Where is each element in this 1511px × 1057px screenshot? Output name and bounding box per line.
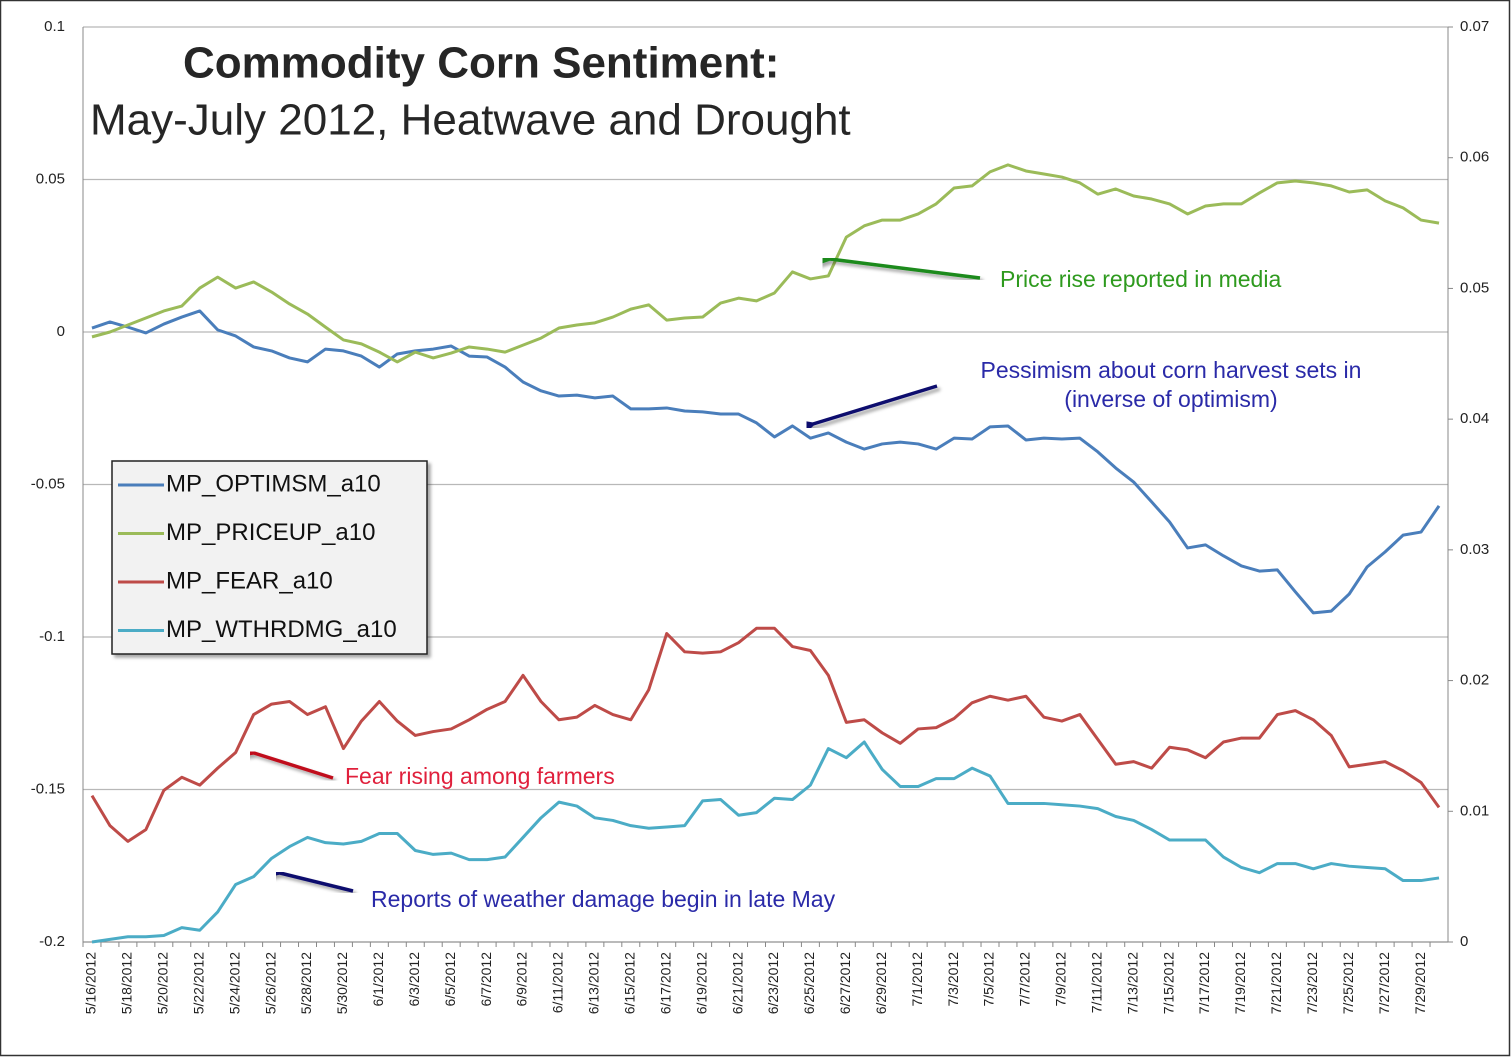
x-tick-label: 7/27/2012	[1376, 952, 1392, 1014]
x-tick-label: 7/3/2012	[945, 952, 961, 1007]
x-tick-label: 7/17/2012	[1196, 952, 1212, 1014]
x-tick-label: 7/23/2012	[1304, 952, 1320, 1014]
x-tick-label: 5/22/2012	[190, 952, 206, 1014]
legend-label: MP_WTHRDMG_a10	[166, 616, 397, 643]
x-tick-label: 7/15/2012	[1160, 952, 1176, 1014]
y2-tick-label: 0.03	[1460, 541, 1489, 558]
y2-tick-label: 0.07	[1460, 18, 1489, 35]
y-tick-label: 0.1	[44, 18, 65, 35]
x-tick-label: 7/13/2012	[1124, 952, 1140, 1014]
legend-box	[111, 460, 428, 655]
x-tick-label: 6/1/2012	[370, 952, 386, 1007]
chart-title: Commodity Corn Sentiment:	[183, 39, 779, 88]
annotation-arrow	[797, 384, 938, 437]
annotation-arrow	[815, 248, 981, 280]
legend-label: MP_OPTIMSM_a10	[166, 470, 381, 497]
x-tick-label: 6/29/2012	[873, 952, 889, 1014]
series-line	[91, 309, 1441, 615]
annotation-text: Price rise reported in media	[1000, 266, 1281, 292]
chart-subtitle: May-July 2012, Heatwave and Drought	[90, 96, 851, 145]
x-tick-label: 6/11/2012	[550, 952, 566, 1013]
y-tick-label: 0	[57, 323, 65, 340]
x-tick-label: 5/16/2012	[83, 952, 99, 1014]
x-tick-label: 7/7/2012	[1017, 952, 1033, 1007]
x-tick-label: 6/5/2012	[442, 952, 458, 1007]
x-tick-label: 7/9/2012	[1053, 952, 1069, 1007]
legend-label: MP_FEAR_a10	[166, 567, 333, 594]
x-tick-label: 6/19/2012	[693, 952, 709, 1014]
y2-tick-label: 0.05	[1460, 279, 1489, 296]
x-tick-label: 7/29/2012	[1412, 952, 1428, 1014]
series-line	[90, 626, 1441, 843]
annotation-text: Fear rising among farmers	[345, 763, 615, 789]
x-tick-label: 7/11/2012	[1088, 952, 1104, 1013]
x-tick-label: 5/28/2012	[298, 952, 314, 1014]
x-tick-label: 6/25/2012	[801, 952, 817, 1014]
x-tick-label: 5/26/2012	[262, 952, 278, 1014]
y2-tick-label: 0.02	[1460, 672, 1489, 689]
annotation-arrow	[238, 740, 334, 780]
x-tick-label: 6/27/2012	[837, 952, 853, 1014]
x-tick-label: 6/15/2012	[621, 952, 637, 1014]
y-tick-label: -0.1	[39, 628, 65, 645]
x-tick-label: 5/18/2012	[119, 952, 135, 1014]
x-tick-label: 6/23/2012	[765, 952, 781, 1014]
legend: MP_OPTIMSM_a10 MP_PRICEUP_a10 MP_FEAR_a10 M…	[111, 460, 428, 655]
series-line	[91, 163, 1440, 364]
y2-tick-label: 0.01	[1460, 802, 1489, 819]
annotation-text: (inverse of optimism)	[1064, 386, 1277, 412]
y2-tick-label: 0.06	[1460, 149, 1489, 166]
x-tick-label: 5/30/2012	[334, 952, 350, 1014]
x-tick-label: 6/21/2012	[729, 952, 745, 1014]
y2-tick-label: 0	[1460, 933, 1468, 950]
y-tick-label: 0.05	[36, 170, 65, 187]
y-tick-label: -0.15	[31, 780, 65, 797]
x-tick-label: 7/21/2012	[1268, 952, 1284, 1014]
x-tick-label: 7/5/2012	[981, 952, 997, 1007]
x-tick-label: 6/17/2012	[657, 952, 673, 1014]
plot	[90, 163, 1441, 944]
x-tick-label: 6/13/2012	[586, 952, 602, 1014]
x-tick-label: 7/25/2012	[1340, 952, 1356, 1014]
x-tick-label: 7/1/2012	[909, 952, 925, 1007]
y2-tick-label: 0.04	[1460, 410, 1489, 427]
legend-label: MP_PRICEUP_a10	[166, 519, 375, 546]
annotation-text: Reports of weather damage begin in late …	[371, 886, 836, 912]
annotation-text: Pessimism about corn harvest sets in	[981, 357, 1362, 383]
y-tick-label: -0.05	[31, 475, 65, 492]
x-tick-label: 5/24/2012	[226, 952, 242, 1014]
annotations: Price rise reported in media Pessimism ab…	[238, 248, 1362, 912]
grid: -0.2 -0.15 -0.1 -0.05 0 0.05 0.1 0 0.01 0.02 0.03 0…	[31, 18, 1489, 1014]
x-tick-label: 6/9/2012	[514, 952, 530, 1007]
x-tick-label: 6/7/2012	[478, 952, 494, 1007]
x-tick-label: 5/20/2012	[155, 952, 171, 1014]
annotation-arrow	[264, 861, 354, 893]
x-tick-label: 7/19/2012	[1232, 952, 1248, 1014]
x-tick-label: 6/3/2012	[406, 952, 422, 1007]
y-tick-label: -0.2	[39, 933, 65, 950]
series-line	[91, 740, 1440, 944]
